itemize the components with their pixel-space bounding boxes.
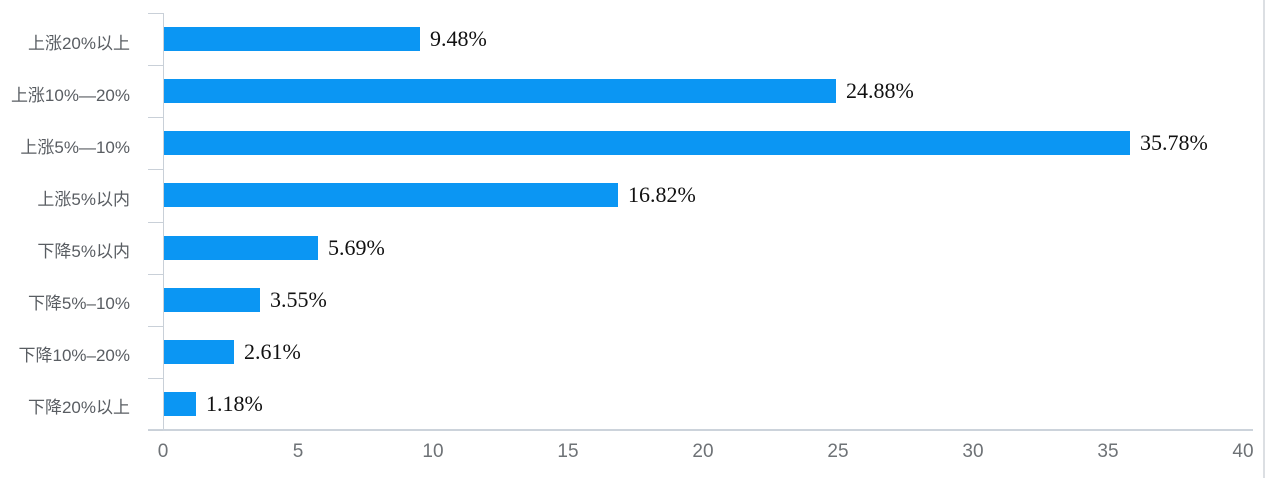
y-axis-tick-1: [148, 65, 163, 66]
x-tick-label-15: 15: [557, 441, 579, 462]
y-axis-line: [163, 13, 164, 430]
category-label-4: 下降5%以内: [37, 242, 130, 261]
bar-4: [164, 236, 318, 260]
y-axis-tick-4: [148, 222, 163, 223]
x-tick-label-30: 30: [962, 441, 984, 462]
bar-5: [164, 288, 260, 312]
x-tick-label-5: 5: [292, 441, 304, 462]
x-axis-line: [148, 429, 1253, 431]
value-label-1: 24.88%: [846, 78, 914, 103]
category-label-2: 上涨5%—10%: [20, 138, 130, 157]
category-label-3: 上涨5%以内: [37, 190, 130, 209]
x-tick-label-40: 40: [1232, 441, 1254, 462]
y-axis-tick-2: [148, 117, 163, 118]
bar-1: [164, 79, 836, 103]
category-label-5: 下降5%–10%: [27, 294, 130, 313]
x-tick-label-25: 25: [827, 441, 849, 462]
y-axis-tick-6: [148, 326, 163, 327]
x-tick-label-0: 0: [157, 441, 169, 462]
image-right-border: [1263, 0, 1265, 478]
bar-3: [164, 183, 618, 207]
y-axis-tick-8: [148, 430, 163, 431]
category-label-1: 上涨10%—20%: [10, 86, 130, 105]
category-label-0: 上涨20%以上: [27, 34, 130, 53]
category-label-7: 下降20%以上: [27, 398, 130, 417]
value-label-4: 5.69%: [328, 235, 385, 260]
value-label-3: 16.82%: [628, 182, 696, 207]
bar-0: [164, 27, 420, 51]
y-axis-tick-0: [148, 13, 163, 14]
y-axis-tick-5: [148, 274, 163, 275]
value-label-6: 2.61%: [244, 339, 301, 364]
value-label-2: 35.78%: [1140, 130, 1208, 155]
bar-7: [164, 392, 196, 416]
x-tick-label-10: 10: [422, 441, 444, 462]
value-label-0: 9.48%: [430, 26, 487, 51]
y-axis-tick-3: [148, 169, 163, 170]
plot-area: 9.48% 24.88% 35.78% 16.82% 5.69% 3.55% 2.61% 1.…: [148, 13, 1253, 431]
x-tick-label-20: 20: [692, 441, 714, 462]
y-axis-tick-7: [148, 378, 163, 379]
value-label-5: 3.55%: [270, 287, 327, 312]
x-tick-label-35: 35: [1097, 441, 1119, 462]
category-label-6: 下降10%–20%: [18, 346, 130, 365]
bar-6: [164, 340, 234, 364]
value-label-7: 1.18%: [206, 391, 263, 416]
bar-2: [164, 131, 1130, 155]
